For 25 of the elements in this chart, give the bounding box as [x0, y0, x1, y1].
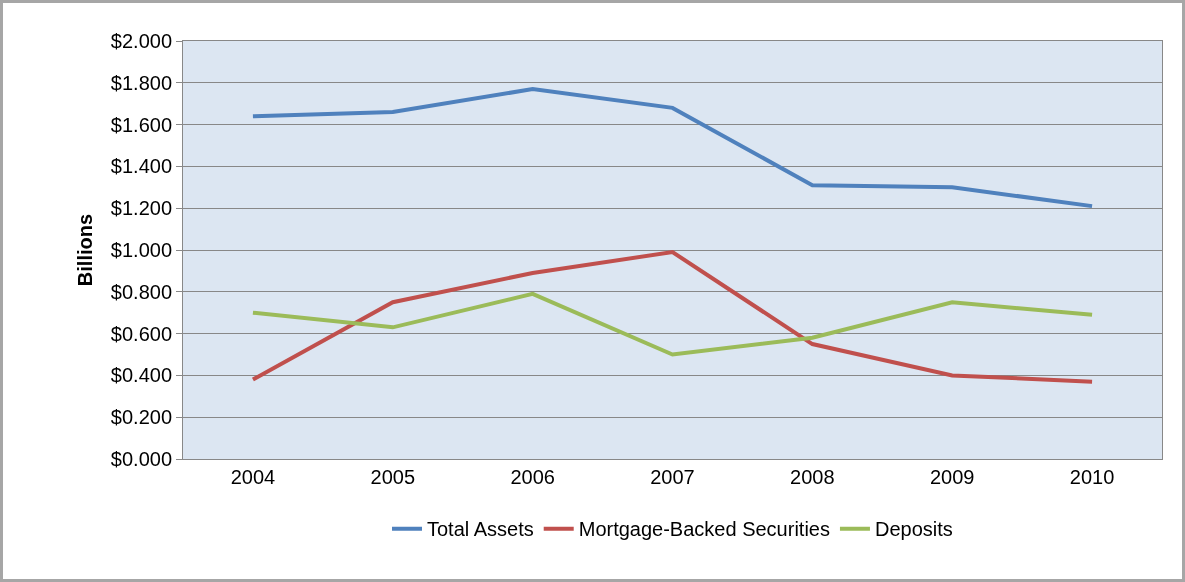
y-tick-label: $0.200: [110, 406, 172, 429]
legend-label: Total Assets: [427, 518, 534, 541]
y-tick-label: $1.200: [110, 197, 172, 220]
legend-label: Mortgage-Backed Securities: [578, 518, 830, 541]
y-tick-label: $1.600: [110, 113, 172, 136]
y-tick-label: $0.400: [110, 364, 172, 387]
y-tick-label: $0.800: [110, 280, 172, 303]
x-tick-label: 2009: [929, 466, 975, 488]
line-series: [250, 87, 1095, 209]
y-tick-label: $0.600: [110, 322, 172, 345]
x-tick-label: 2010: [1069, 466, 1115, 488]
y-tick-label: $0.000: [110, 448, 172, 470]
x-tick-label: 2006: [510, 466, 555, 488]
legend-label: Deposits: [874, 518, 953, 541]
y-tick-label: $1.400: [110, 155, 172, 178]
x-tick-label: 2004: [230, 466, 276, 488]
x-tick-label: 2005: [370, 466, 416, 488]
line-series: [250, 291, 1095, 357]
y-tick-label: $1.800: [110, 71, 172, 94]
line-series: [250, 250, 1095, 384]
y-axis-title: Billions: [74, 213, 97, 287]
x-tick-label: 2007: [650, 466, 695, 488]
x-tick-label: 2008: [790, 466, 835, 488]
y-tick-label: $2.000: [110, 30, 172, 52]
y-tick-label: $1.000: [110, 239, 172, 261]
